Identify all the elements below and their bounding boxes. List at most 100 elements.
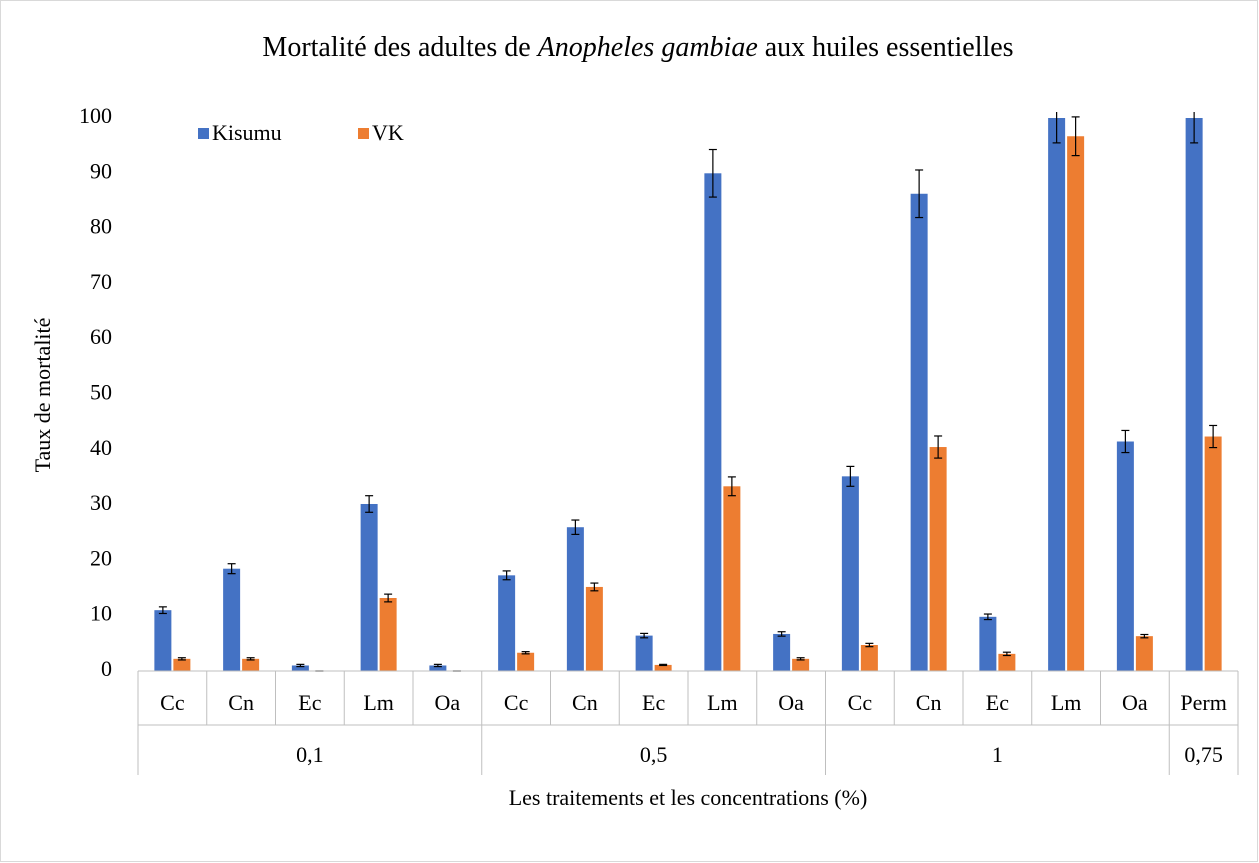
y-tick-label: 100 (79, 103, 112, 128)
error-bar (571, 519, 580, 536)
bar (910, 193, 928, 672)
legend-swatch (358, 128, 369, 139)
bar (173, 658, 191, 671)
title-part: Mortalité des adultes de (262, 32, 537, 63)
error-bar (708, 148, 717, 198)
bar (860, 645, 878, 671)
error-bar (227, 563, 236, 575)
x-tick-label: Oa (435, 690, 461, 715)
plot-area (154, 112, 1222, 672)
x-tick-label: Oa (778, 690, 804, 715)
group-label: 0,5 (640, 742, 668, 767)
x-axis-title: Les traitements et les concentrations (%… (509, 785, 868, 810)
error-bar (1002, 651, 1011, 657)
bar (291, 665, 309, 671)
error-bar (246, 657, 255, 661)
y-tick-label: 20 (90, 545, 112, 570)
y-tick-label: 60 (90, 324, 112, 349)
error-bar (384, 593, 393, 603)
bar (429, 665, 447, 671)
error-bar (865, 642, 874, 648)
error-bar (846, 465, 855, 487)
error-bar (983, 613, 992, 621)
legend-swatch (198, 128, 209, 139)
title-part: aux huiles essentielles (758, 32, 1014, 63)
error-bar (796, 657, 805, 661)
y-tick-label: 90 (90, 158, 112, 183)
error-bar (915, 169, 924, 219)
bar (704, 173, 722, 672)
bar (242, 658, 260, 671)
bar (517, 652, 535, 671)
bar (223, 568, 241, 671)
error-bar (433, 663, 442, 668)
bar (1116, 441, 1134, 671)
y-axis-title: Taux de mortalité (30, 318, 55, 473)
bar (773, 633, 791, 671)
x-tick-label: Oa (1122, 690, 1148, 715)
error-bar (521, 651, 530, 655)
chart-title: Mortalité des adultes de Anopheles gambi… (262, 32, 1013, 63)
x-tick-label: Ec (986, 690, 1009, 715)
bar (360, 503, 378, 671)
x-tick-label: Cc (160, 690, 185, 715)
error-bar (590, 582, 599, 592)
error-bar (640, 632, 649, 639)
x-tick-label: Ec (298, 690, 321, 715)
error-bar (1190, 112, 1199, 144)
error-bar (1140, 633, 1149, 639)
y-tick-label: 80 (90, 214, 112, 239)
y-tick-label: 30 (90, 490, 112, 515)
x-tick-label: Cc (848, 690, 873, 715)
x-tick-label: Lm (707, 690, 738, 715)
error-bar (1209, 424, 1218, 449)
bar (379, 598, 397, 671)
bar (1048, 118, 1066, 671)
bar (929, 447, 947, 671)
bar (635, 635, 653, 671)
x-tick-label: Ec (642, 690, 665, 715)
x-tick-label: Cn (228, 690, 254, 715)
x-tick-label: Perm (1180, 690, 1226, 715)
y-tick-label: 0 (101, 656, 112, 681)
x-tick-label: Cn (572, 690, 598, 715)
bar (654, 664, 672, 671)
bar (154, 610, 172, 671)
y-tick-label: 50 (90, 380, 112, 405)
bar (1185, 118, 1203, 671)
error-bar (1121, 429, 1130, 454)
bar (1135, 636, 1153, 671)
x-tick-label: Cn (916, 690, 942, 715)
error-bar (659, 663, 668, 667)
bar (1067, 136, 1085, 671)
error-bar (502, 570, 511, 581)
bar (723, 486, 741, 671)
group-label: 0,1 (296, 742, 324, 767)
error-bar (177, 657, 186, 661)
legend-label: Kisumu (212, 120, 282, 145)
bar (585, 586, 603, 671)
error-bar (934, 435, 943, 459)
bar (979, 616, 997, 671)
error-bar (296, 663, 305, 668)
bar (566, 527, 584, 671)
error-bar (1052, 112, 1061, 144)
error-bar (158, 606, 167, 615)
bar (841, 476, 859, 671)
y-tick-label: 70 (90, 269, 112, 294)
bar (1204, 436, 1222, 671)
error-bar (365, 495, 374, 513)
group-label: 0,75 (1184, 742, 1223, 767)
error-bar (777, 631, 786, 637)
bar (792, 658, 810, 671)
x-tick-label: Lm (1051, 690, 1082, 715)
y-tick-label: 10 (90, 601, 112, 626)
bar (498, 575, 516, 671)
y-tick-label: 40 (90, 435, 112, 460)
bar (998, 653, 1016, 671)
x-tick-label: Cc (504, 690, 529, 715)
title-part: Anopheles gambiae (536, 32, 758, 63)
error-bar (727, 476, 736, 497)
